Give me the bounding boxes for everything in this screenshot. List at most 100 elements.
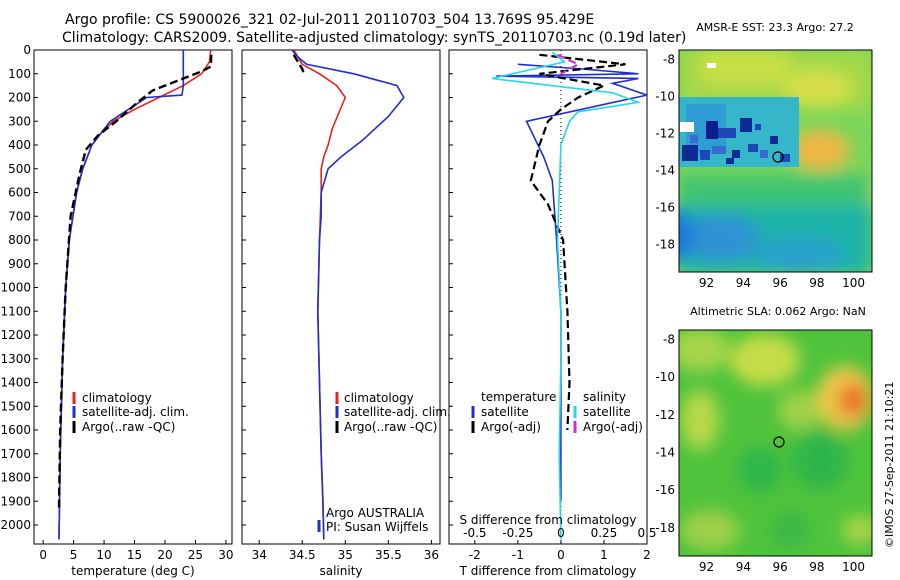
y-tick-label: 1300 <box>0 352 31 366</box>
axis-ticks: 0 5 10 15 20 25 300100200300400500600700800900… <box>0 43 865 574</box>
legend-sal-satellite-label: satellite <box>583 405 631 419</box>
legend-sal-argo-label: Argo(-adj) <box>583 420 643 434</box>
x-tick-label: 20 <box>157 548 172 562</box>
x-tick-label: 10 <box>96 548 111 562</box>
y-tick-label: 100 <box>8 67 31 81</box>
y-tick-label: 400 <box>8 138 31 152</box>
temperature-legend: climatology satellite-adj. clim. Argo(..… <box>72 391 189 434</box>
temperature-xlabel: temperature (deg C) <box>71 564 194 578</box>
map-y-tick-label: -18 <box>655 521 675 535</box>
x-tick-label: 34 <box>252 548 267 562</box>
legend-satellite-label: satellite-adj. clim. <box>82 405 189 419</box>
temperature-panel-frame <box>33 49 233 545</box>
legend-climatology-label: climatology <box>82 391 152 405</box>
map-y-tick-label: -8 <box>663 332 675 346</box>
x-tick-label: 34.5 <box>289 548 316 562</box>
sla-map-title: Altimetric SLA: 0.062 Argo: NaN <box>690 305 866 318</box>
map-x-tick-label: 100 <box>842 276 865 290</box>
map-y-tick-label: -16 <box>655 483 675 497</box>
y-tick-label: 300 <box>8 114 31 128</box>
map-x-tick-label: 98 <box>809 560 824 574</box>
x-tick-label: 36 <box>424 548 439 562</box>
map-y-tick-label: -12 <box>655 408 675 422</box>
x-tick-label: 0 <box>557 548 565 562</box>
x-tick-label: 5 <box>70 548 78 562</box>
y-tick-label: 900 <box>8 257 31 271</box>
salinity-xlabel: salinity <box>319 564 362 578</box>
figure-title-line1: Argo profile: CS 5900026_321 02-Jul-2011… <box>65 12 594 28</box>
map-x-tick-label: 92 <box>699 560 714 574</box>
y-tick-label: 600 <box>8 186 31 200</box>
difference-x2label: S difference from climatology <box>460 513 637 527</box>
x-tick-label: -2 <box>469 548 481 562</box>
series-line-2-1 <box>529 53 626 431</box>
x-tick-label: -1 <box>512 548 524 562</box>
map-y-tick-label: -12 <box>655 126 675 140</box>
y-tick-label: 1500 <box>0 399 31 413</box>
x-tick-label: 25 <box>188 548 203 562</box>
y-tick-label: 0 <box>23 43 31 57</box>
map-x-tick-label: 96 <box>772 276 787 290</box>
difference-panel-frame <box>448 49 648 545</box>
y-tick-label: 500 <box>8 162 31 176</box>
y-tick-label: 800 <box>8 233 31 247</box>
sst-map-frame <box>678 49 873 273</box>
map-x-tick-label: 94 <box>736 560 751 574</box>
series-line-0-1 <box>58 50 185 540</box>
temperature-lines <box>57 50 213 540</box>
y-tick-label: 200 <box>8 91 31 105</box>
x-tick-label: 2 <box>643 548 651 562</box>
x-tick-label: 1 <box>600 548 608 562</box>
map-y-tick-label: -10 <box>655 370 675 384</box>
series-line-0-2 <box>57 54 213 509</box>
legend-climatology-label: climatology <box>344 391 414 405</box>
map-y-tick-label: -18 <box>655 237 675 251</box>
x-tick-label: 15 <box>127 548 142 562</box>
series-line-2-2 <box>491 51 642 540</box>
y-tick-label: 2000 <box>0 518 31 532</box>
y-tick-label: 1900 <box>0 494 31 508</box>
y-tick-label: 1000 <box>0 281 31 295</box>
x2-tick-label: 0.5 <box>637 526 656 540</box>
map-x-tick-label: 98 <box>809 276 824 290</box>
series-line-1-1 <box>291 50 405 540</box>
series-line-1-0 <box>293 50 347 540</box>
imos-credit: ©IMOS 27-Sep-2011 21:10:21 <box>883 382 896 548</box>
map-y-tick-label: -16 <box>655 200 675 214</box>
series-line-1-2 <box>292 54 306 75</box>
series-line-0-0 <box>58 50 212 540</box>
difference-legend: temperature satellite Argo(-adj) salinit… <box>471 390 643 434</box>
legend-temp-argo-label: Argo(-adj) <box>481 420 541 434</box>
x-tick-label: 35 <box>338 548 353 562</box>
figure-title-line2: Climatology: CARS2009. Satellite-adjuste… <box>62 30 686 46</box>
legend-satellite-label: satellite-adj. clim. <box>344 405 451 419</box>
map-y-tick-label: -14 <box>655 445 675 459</box>
x2-tick-label: 0 <box>557 526 565 540</box>
legend-temp-satellite-label: satellite <box>481 405 529 419</box>
y-tick-label: 1600 <box>0 423 31 437</box>
argo-pi-label: PI: Susan Wijffels <box>326 520 428 534</box>
legend-salinity-title: salinity <box>583 390 626 404</box>
sla-argo-marker <box>773 436 785 448</box>
difference-xlabel: T difference from climatology <box>459 564 637 578</box>
map-x-tick-label: 94 <box>736 276 751 290</box>
y-tick-label: 1400 <box>0 376 31 390</box>
map-y-tick-label: -14 <box>655 163 675 177</box>
legend-temperature-title: temperature <box>481 390 556 404</box>
y-tick-label: 1700 <box>0 447 31 461</box>
map-x-tick-label: 92 <box>699 276 714 290</box>
x-tick-label: 30 <box>218 548 233 562</box>
argo-institution-label: Argo AUSTRALIA <box>326 506 425 520</box>
map-x-tick-label: 100 <box>842 560 865 574</box>
sst-map-title: AMSR-E SST: 23.3 Argo: 27.2 <box>696 21 854 34</box>
y-tick-label: 1200 <box>0 328 31 342</box>
map-y-tick-label: -8 <box>663 52 675 66</box>
x2-tick-label: -0.5 <box>463 526 486 540</box>
map-y-tick-label: -10 <box>655 89 675 103</box>
sst-argo-marker <box>772 151 784 163</box>
y-tick-label: 1100 <box>0 304 31 318</box>
y-tick-label: 1800 <box>0 471 31 485</box>
x2-tick-label: -0.25 <box>502 526 533 540</box>
sla-map-frame <box>678 329 873 557</box>
